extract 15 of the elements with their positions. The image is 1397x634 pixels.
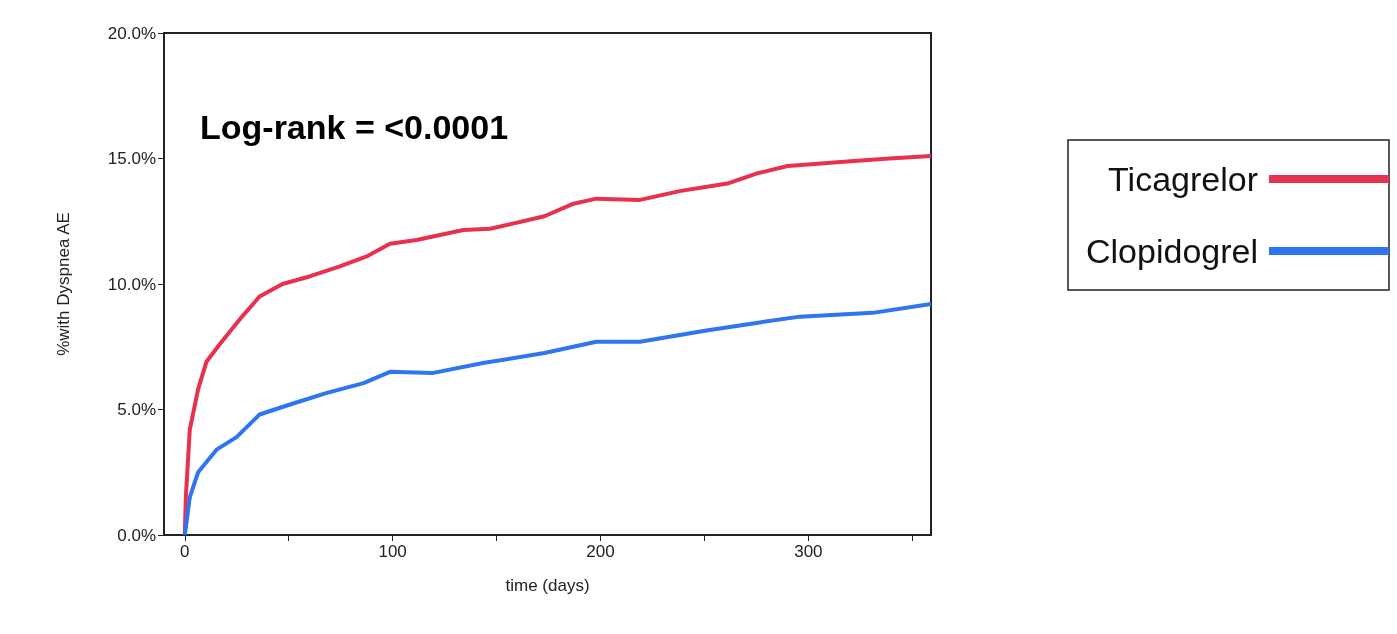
y-tick-label: 15.0%	[107, 149, 156, 168]
x-tick-label: 100	[378, 542, 407, 561]
legend-label: Clopidogrel	[1086, 232, 1258, 270]
x-tick-label: 0	[180, 542, 190, 561]
y-tick-label: 5.0%	[117, 400, 156, 419]
x-axis-title: time (days)	[505, 576, 590, 595]
legend-label: Ticagrelor	[1108, 160, 1258, 198]
y-axis-title: %with Dyspnea AE	[54, 212, 73, 356]
y-tick-label: 10.0%	[107, 274, 156, 294]
line-series	[182, 302, 933, 537]
x-tick-label: 300	[794, 542, 823, 561]
y-tick-label: 20.0%	[107, 23, 156, 43]
x-tick-label: 200	[586, 542, 615, 561]
y-tick-label: 0.0%	[117, 525, 156, 545]
annotation: Log-rank = <0.0001	[200, 108, 509, 146]
